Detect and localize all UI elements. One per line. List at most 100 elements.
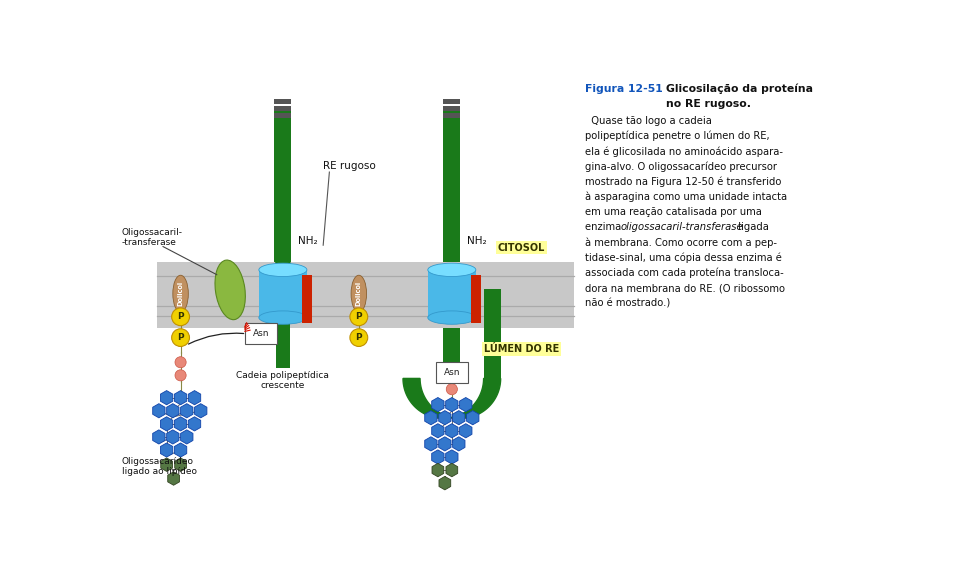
Polygon shape [467, 410, 479, 425]
FancyBboxPatch shape [483, 289, 501, 378]
Text: Asn: Asn [253, 329, 269, 338]
Text: P: P [177, 312, 184, 321]
Polygon shape [446, 463, 457, 477]
FancyBboxPatch shape [471, 276, 481, 323]
Polygon shape [446, 398, 458, 412]
Ellipse shape [259, 263, 307, 277]
Text: Oligossacaril-
-transferase: Oligossacaril- -transferase [122, 228, 183, 247]
Polygon shape [160, 458, 172, 471]
Polygon shape [188, 390, 201, 405]
Ellipse shape [428, 311, 476, 324]
FancyBboxPatch shape [443, 108, 460, 262]
Ellipse shape [259, 311, 307, 324]
Text: Dolicol: Dolicol [178, 281, 184, 307]
FancyBboxPatch shape [303, 276, 312, 323]
Text: P: P [356, 312, 362, 321]
Text: CITOSOL: CITOSOL [498, 243, 545, 253]
FancyBboxPatch shape [428, 270, 476, 317]
Polygon shape [446, 424, 458, 438]
FancyBboxPatch shape [276, 297, 290, 369]
Polygon shape [403, 378, 501, 418]
FancyBboxPatch shape [274, 106, 291, 111]
Text: Cadeia polipeptídica
crescente: Cadeia polipeptídica crescente [236, 371, 330, 390]
Text: gina-alvo. O oligossacarídeo precursor: gina-alvo. O oligossacarídeo precursor [585, 161, 777, 172]
Polygon shape [181, 430, 193, 444]
Polygon shape [153, 404, 165, 418]
Polygon shape [446, 450, 458, 464]
FancyBboxPatch shape [443, 106, 460, 111]
Circle shape [350, 308, 368, 325]
Polygon shape [166, 404, 179, 418]
Text: NH₂: NH₂ [467, 236, 487, 246]
Polygon shape [160, 417, 173, 431]
Polygon shape [168, 472, 180, 485]
Ellipse shape [428, 263, 476, 277]
Polygon shape [439, 476, 451, 490]
Polygon shape [459, 424, 472, 438]
Polygon shape [175, 458, 186, 471]
FancyBboxPatch shape [259, 270, 307, 317]
FancyBboxPatch shape [274, 113, 291, 118]
Polygon shape [432, 463, 444, 477]
Text: no RE rugoso.: no RE rugoso. [667, 99, 752, 108]
Text: à asparagina como uma unidade intacta: à asparagina como uma unidade intacta [585, 192, 787, 202]
Text: dora na membrana do RE. (O ribossomo: dora na membrana do RE. (O ribossomo [585, 283, 785, 293]
Text: polipeptídica penetre o lúmen do RE,: polipeptídica penetre o lúmen do RE, [585, 131, 770, 141]
Text: P: P [177, 333, 184, 342]
FancyBboxPatch shape [274, 99, 291, 104]
Text: LÚMEN DO RE: LÚMEN DO RE [484, 344, 559, 354]
Text: não é mostrado.): não é mostrado.) [585, 298, 671, 308]
Ellipse shape [215, 260, 245, 320]
Text: em uma reação catalisada por uma: em uma reação catalisada por uma [585, 207, 762, 217]
Polygon shape [181, 404, 193, 418]
FancyBboxPatch shape [443, 328, 460, 378]
Polygon shape [160, 390, 173, 405]
Text: enzima: enzima [585, 222, 625, 232]
Polygon shape [425, 410, 437, 425]
Polygon shape [166, 430, 179, 444]
Polygon shape [188, 417, 201, 431]
Circle shape [172, 329, 189, 347]
Text: oligossacaril-transferase: oligossacaril-transferase [621, 222, 743, 232]
Ellipse shape [351, 276, 366, 312]
Polygon shape [431, 424, 444, 438]
Circle shape [175, 370, 186, 381]
Polygon shape [174, 443, 186, 457]
Text: P: P [356, 333, 362, 342]
Circle shape [446, 383, 457, 395]
Text: Oligossacarídeo
ligado ao lipídeo: Oligossacarídeo ligado ao lipídeo [122, 456, 197, 476]
Circle shape [172, 308, 189, 325]
FancyBboxPatch shape [443, 99, 460, 104]
Ellipse shape [173, 276, 188, 312]
Text: Dolicol: Dolicol [356, 281, 362, 307]
Text: tidase-sinal, uma cópia dessa enzima é: tidase-sinal, uma cópia dessa enzima é [585, 253, 782, 263]
Polygon shape [276, 262, 309, 301]
Text: à membrana. Como ocorre com a pep-: à membrana. Como ocorre com a pep- [585, 238, 777, 248]
Polygon shape [459, 398, 472, 412]
Text: Quase tão logo a cadeia: Quase tão logo a cadeia [585, 115, 712, 126]
Text: Glicosilação da proteína: Glicosilação da proteína [667, 83, 814, 94]
Text: mostrado na Figura 12-50 é transferido: mostrado na Figura 12-50 é transferido [585, 177, 781, 187]
Polygon shape [431, 398, 444, 412]
Polygon shape [431, 450, 444, 464]
Polygon shape [153, 430, 165, 444]
Polygon shape [174, 417, 186, 431]
FancyBboxPatch shape [245, 323, 278, 344]
Text: RE rugoso: RE rugoso [323, 161, 376, 171]
Text: ligada: ligada [735, 222, 770, 232]
FancyBboxPatch shape [274, 108, 291, 262]
Text: Asn: Asn [444, 368, 460, 377]
Polygon shape [438, 437, 451, 451]
Text: associada com cada proteína transloca-: associada com cada proteína transloca- [585, 268, 784, 278]
Polygon shape [174, 390, 186, 405]
Polygon shape [453, 410, 465, 425]
Polygon shape [425, 437, 437, 451]
Text: NH₂: NH₂ [298, 236, 318, 246]
Polygon shape [160, 443, 173, 457]
Circle shape [350, 329, 368, 347]
Polygon shape [194, 404, 207, 418]
Text: Figura 12-51: Figura 12-51 [585, 83, 663, 94]
Text: ela é glicosilada no aminoácido aspara-: ela é glicosilada no aminoácido aspara- [585, 146, 783, 157]
FancyBboxPatch shape [443, 113, 460, 118]
Circle shape [175, 356, 186, 368]
